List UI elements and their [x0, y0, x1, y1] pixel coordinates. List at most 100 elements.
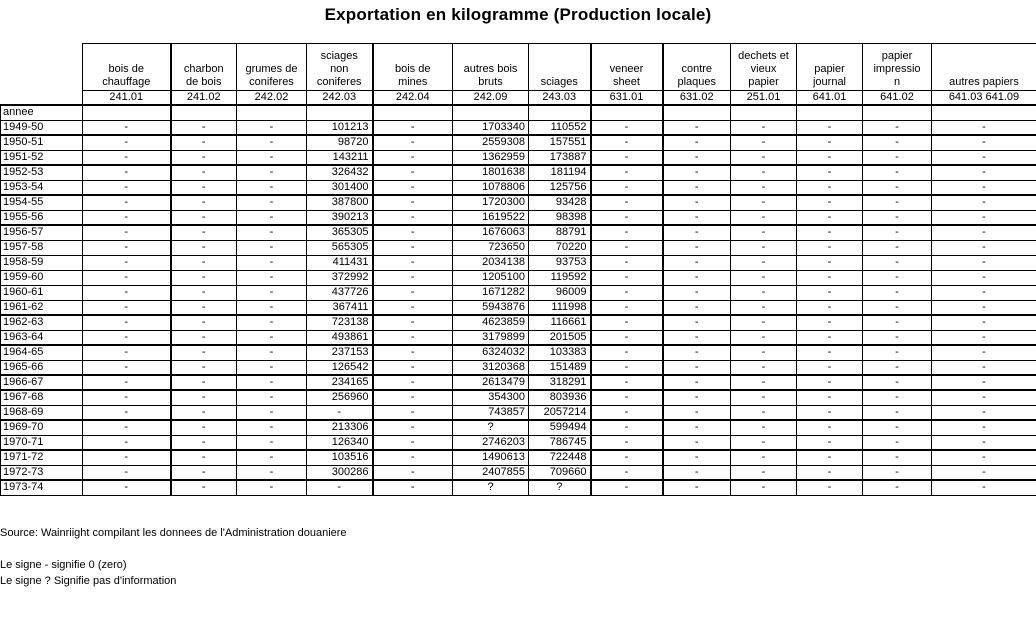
row-year: 1960-61	[1, 285, 83, 300]
table-cell: -	[663, 285, 731, 300]
table-cell: 318291	[529, 375, 591, 390]
table-cell: -	[373, 285, 453, 300]
table-cell: -	[863, 450, 932, 465]
table-cell: -	[83, 285, 171, 300]
row-year: 1952-53	[1, 165, 83, 180]
table-cell: -	[237, 270, 307, 285]
table-cell: -	[83, 165, 171, 180]
table-cell: -	[663, 225, 731, 240]
table-cell: -	[797, 330, 863, 345]
table-cell: -	[863, 195, 932, 210]
row-header-label: annee	[1, 105, 83, 120]
annee-empty-cell	[171, 105, 237, 120]
table-cell: -	[863, 120, 932, 135]
row-year: 1968-69	[1, 405, 83, 420]
table-cell: -	[591, 150, 663, 165]
row-year: 1956-57	[1, 225, 83, 240]
column-code: 242.02	[237, 91, 307, 106]
table-cell: -	[237, 165, 307, 180]
table-cell: -	[307, 405, 373, 420]
table-cell: -	[731, 300, 797, 315]
table-cell: 116661	[529, 315, 591, 330]
column-code: 641.02	[863, 91, 932, 106]
table-cell: 803936	[529, 390, 591, 405]
column-code: 242.03	[307, 91, 373, 106]
table-cell: -	[932, 435, 1036, 450]
table-cell: 2057214	[529, 405, 591, 420]
table-cell: -	[591, 315, 663, 330]
table-cell: -	[863, 285, 932, 300]
table-cell: ?	[453, 420, 529, 435]
table-cell: -	[932, 120, 1036, 135]
table-cell: -	[863, 375, 932, 390]
table-cell: -	[83, 135, 171, 150]
table-cell: -	[373, 315, 453, 330]
table-cell: -	[591, 210, 663, 225]
table-cell: -	[797, 405, 863, 420]
table-cell: -	[731, 435, 797, 450]
table-cell: 709660	[529, 465, 591, 480]
table-cell: -	[373, 270, 453, 285]
table-cell: -	[83, 300, 171, 315]
table-cell: -	[237, 210, 307, 225]
table-cell: -	[237, 435, 307, 450]
table-cell: 365305	[307, 225, 373, 240]
annee-empty-cell	[731, 105, 797, 120]
table-cell: -	[171, 330, 237, 345]
table-cell: -	[171, 375, 237, 390]
table-cell: -	[591, 420, 663, 435]
table-cell: -	[373, 405, 453, 420]
table-cell: -	[591, 330, 663, 345]
table-cell: 2613479	[453, 375, 529, 390]
table-cell: 2407855	[453, 465, 529, 480]
table-cell: -	[237, 450, 307, 465]
column-header: autres papiers	[932, 44, 1036, 91]
table-cell: -	[932, 450, 1036, 465]
table-cell: -	[373, 450, 453, 465]
table-cell: -	[663, 480, 731, 495]
table-cell: -	[83, 150, 171, 165]
table-cell: 125756	[529, 180, 591, 195]
annee-empty-cell	[83, 105, 171, 120]
table-cell: -	[171, 195, 237, 210]
table-cell: -	[797, 240, 863, 255]
table-cell: -	[731, 480, 797, 495]
table-cell: -	[591, 390, 663, 405]
table-cell: -	[373, 135, 453, 150]
column-code: 241.01	[83, 91, 171, 106]
column-code: 251.01	[731, 91, 797, 106]
column-code: 641.01	[797, 91, 863, 106]
table-cell: 103383	[529, 345, 591, 360]
table-cell: -	[373, 195, 453, 210]
row-year: 1970-71	[1, 435, 83, 450]
table-cell: -	[863, 405, 932, 420]
table-cell: -	[591, 225, 663, 240]
legend-dash: Le signe - signifie 0 (zero)	[0, 558, 1036, 573]
table-cell: -	[731, 405, 797, 420]
table-cell: 1619522	[453, 210, 529, 225]
column-code: 243.03	[529, 91, 591, 106]
table-cell: -	[663, 315, 731, 330]
row-year: 1955-56	[1, 210, 83, 225]
table-cell: -	[83, 225, 171, 240]
table-cell: -	[731, 375, 797, 390]
table-cell: -	[171, 420, 237, 435]
table-cell: -	[863, 165, 932, 180]
table-cell: -	[731, 330, 797, 345]
table-cell: -	[663, 405, 731, 420]
table-cell: -	[171, 465, 237, 480]
table-cell: -	[797, 120, 863, 135]
table-cell: -	[171, 150, 237, 165]
table-cell: -	[237, 195, 307, 210]
table-cell: -	[171, 285, 237, 300]
table-cell: -	[171, 315, 237, 330]
table-cell: 390213	[307, 210, 373, 225]
table-cell: -	[797, 285, 863, 300]
